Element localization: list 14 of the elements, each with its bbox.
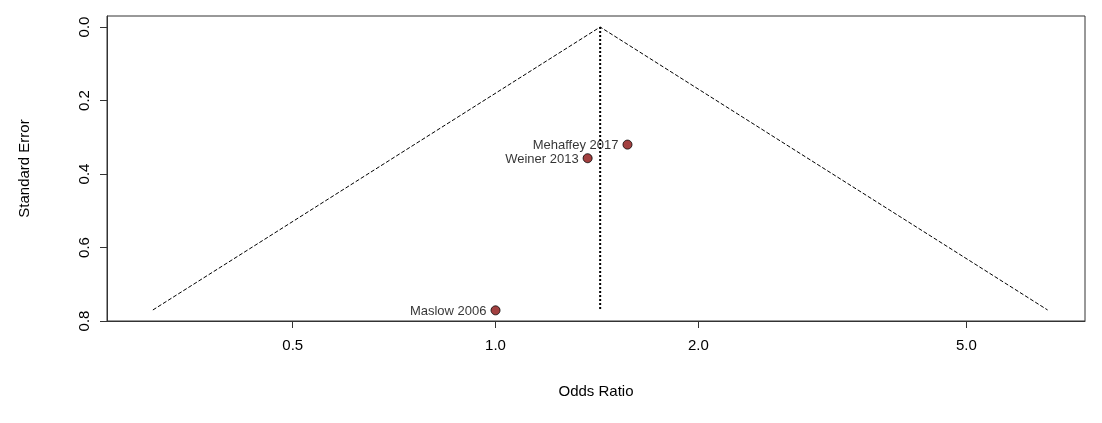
- x-tick-label: 0.5: [282, 336, 304, 353]
- x-tick-label: 5.0: [955, 336, 977, 353]
- y-tick-label: 0.2: [75, 90, 92, 111]
- x-axis-title: Odds Ratio: [558, 382, 634, 399]
- annotation: Mehaffey 2017: [532, 137, 619, 153]
- y-tick-label: 0.0: [75, 16, 92, 38]
- y-tick-label: 0.4: [75, 163, 92, 185]
- y-tick-label: 0.6: [75, 237, 92, 258]
- x-tick-label: 1.0: [485, 336, 506, 353]
- annotation: Weiner 2013: [505, 150, 579, 166]
- y-tick-label: 0.8: [75, 310, 92, 332]
- annotation: Maslow 2006: [409, 302, 487, 318]
- y-axis-title: Standard Error: [15, 119, 32, 218]
- x-tick-label: 2.0: [687, 336, 709, 353]
